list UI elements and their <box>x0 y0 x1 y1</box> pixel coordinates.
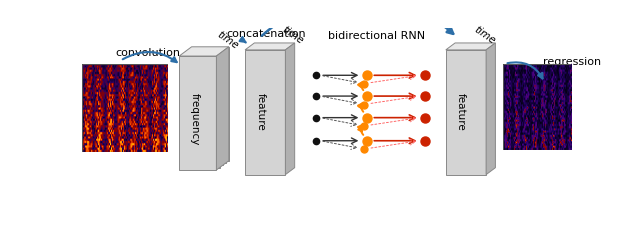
FancyArrowPatch shape <box>262 0 453 36</box>
Bar <box>189 49 226 163</box>
Polygon shape <box>216 47 229 170</box>
FancyArrowPatch shape <box>358 82 364 87</box>
Text: frequency: frequency <box>189 93 200 145</box>
Text: regression: regression <box>543 57 601 67</box>
Bar <box>182 54 220 168</box>
FancyArrowPatch shape <box>239 37 246 42</box>
Bar <box>245 50 285 175</box>
Polygon shape <box>179 47 229 56</box>
FancyArrowPatch shape <box>358 125 364 131</box>
Text: convolution: convolution <box>116 48 180 58</box>
FancyArrowPatch shape <box>358 83 364 90</box>
Bar <box>191 47 229 161</box>
Text: feature: feature <box>456 93 465 131</box>
Polygon shape <box>486 43 495 175</box>
Polygon shape <box>285 43 294 175</box>
Bar <box>186 51 223 165</box>
Text: feature: feature <box>255 93 266 131</box>
Text: bidirectional RNN: bidirectional RNN <box>328 31 426 41</box>
FancyArrowPatch shape <box>508 62 543 79</box>
FancyArrowPatch shape <box>358 104 364 112</box>
Text: time: time <box>216 29 241 51</box>
Text: time: time <box>280 24 305 46</box>
FancyArrowPatch shape <box>123 52 177 62</box>
Polygon shape <box>446 43 495 50</box>
Bar <box>446 50 486 175</box>
FancyArrowPatch shape <box>358 104 364 108</box>
FancyArrowPatch shape <box>358 125 364 135</box>
Text: concatenation: concatenation <box>226 29 306 39</box>
Bar <box>179 56 216 170</box>
Text: time: time <box>472 24 497 46</box>
Polygon shape <box>245 43 294 50</box>
